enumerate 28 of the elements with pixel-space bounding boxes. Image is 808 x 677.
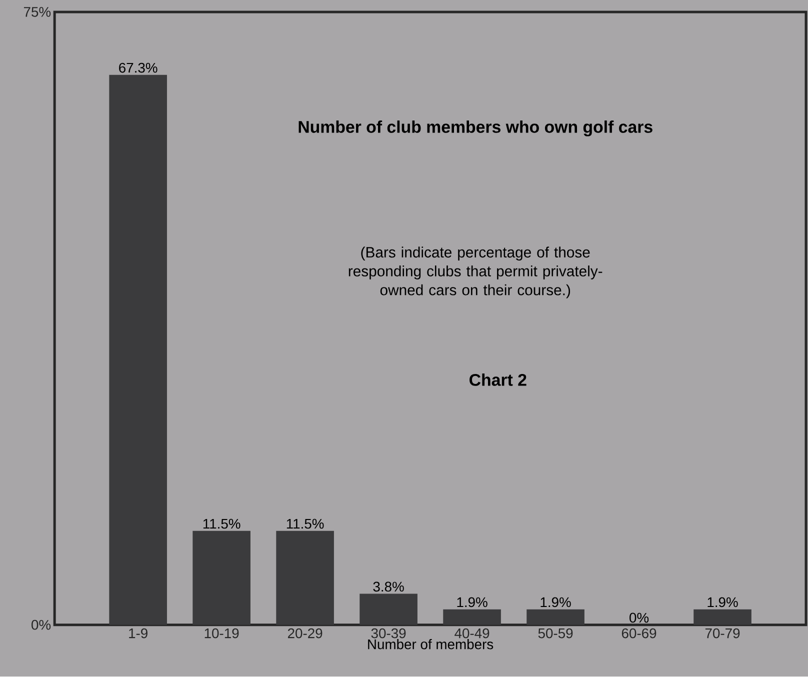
- text: (Bars indicate percentage of those responding clubs that permit privately-owned cars on their course.): [348, 246, 602, 298]
- bar: [276, 531, 334, 626]
- x-tick-label: 10-19: [204, 628, 239, 638]
- annotation: Chart 2: [470, 374, 526, 386]
- bar: [109, 75, 167, 626]
- bar: [526, 609, 584, 626]
- bar: [443, 609, 501, 626]
- data-label: 1.9%: [708, 597, 738, 608]
- x-axis-title: Number of members: [368, 639, 494, 650]
- data-label: 3.8%: [373, 582, 404, 592]
- bar: [360, 594, 418, 626]
- x-tick-label: 1-9: [129, 628, 148, 638]
- x-tick-label: 30-39: [371, 628, 406, 638]
- x-tick-label: 60-69: [622, 628, 656, 638]
- bar: [192, 531, 250, 626]
- x-tick-label: 50-59: [538, 628, 573, 638]
- data-label: 1.9%: [457, 597, 488, 608]
- data-label: 11.5%: [203, 519, 240, 529]
- data-label: 11.5%: [286, 519, 324, 529]
- x-tick-label: 70-79: [705, 628, 740, 638]
- x-tick-label: 20-29: [288, 628, 322, 638]
- data-label: 1.9%: [540, 597, 571, 608]
- data-label: 0%: [630, 612, 649, 623]
- bar: [694, 609, 752, 626]
- text: Number of club members who own golf cars: [298, 120, 652, 136]
- data-label: 67.3%: [119, 62, 158, 73]
- y-tick-label: 75%: [24, 7, 51, 17]
- x-tick-label: 40-49: [454, 628, 490, 638]
